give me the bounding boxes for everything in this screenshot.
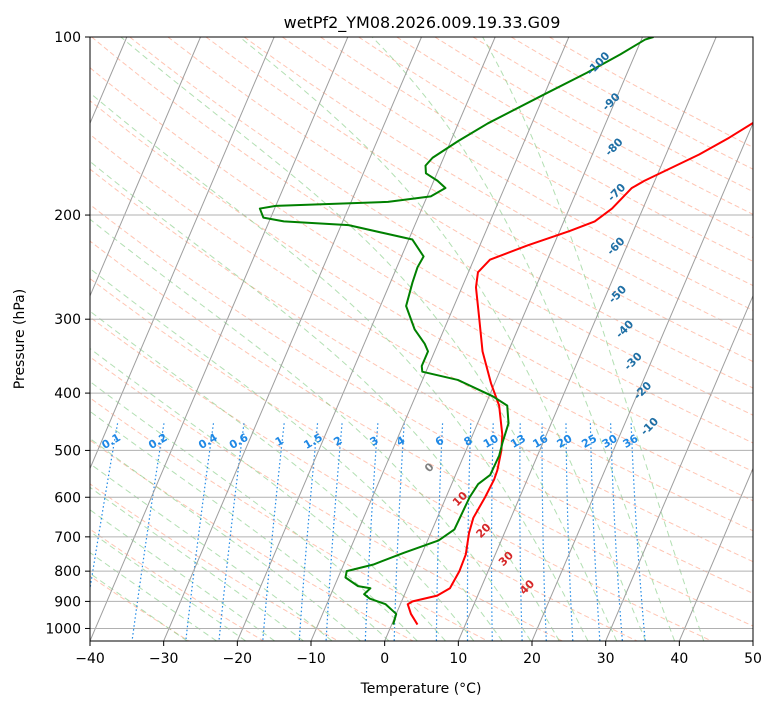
y-tick-label: 300	[54, 312, 81, 328]
x-tick-label: 0	[380, 651, 389, 667]
dry-adiabat	[90, 575, 190, 641]
moist-adiabat	[90, 267, 503, 641]
isotherm-line	[384, 37, 643, 641]
moist-adiabat	[482, 37, 705, 641]
isotherm-line	[236, 37, 496, 641]
isotherm-line	[457, 37, 717, 641]
moist-adiabat	[90, 486, 304, 641]
mixing-ratio-line	[298, 423, 319, 641]
dewpoint-trace	[258, 37, 654, 625]
dry-adiabat	[90, 133, 753, 532]
x-tick-label: −30	[149, 651, 179, 667]
mixing-ratio-line	[364, 423, 379, 641]
mixing-ratio-line	[565, 423, 574, 641]
moist-adiabat	[90, 530, 246, 641]
mixing-ratio-line	[218, 423, 245, 641]
x-tick-label: 10	[449, 651, 467, 667]
y-tick-label: 200	[54, 208, 81, 224]
x-tick-label: 40	[670, 651, 688, 667]
y-tick-label: 600	[54, 490, 81, 506]
mixing-ratio-line	[131, 423, 165, 641]
moist-adiabat	[90, 551, 217, 641]
dry-adiabat	[320, 37, 753, 287]
y-tick-label: 100	[54, 30, 81, 46]
dry-adiabat	[243, 37, 753, 337]
x-axis-label: Temperature (°C)	[360, 681, 482, 697]
mixing-ratio-line	[262, 423, 285, 641]
y-axis-label: Pressure (hPa)	[12, 289, 28, 389]
isotherm-line	[605, 294, 753, 641]
mixing-ratio-line	[90, 423, 119, 593]
isotherm-line	[90, 37, 349, 641]
moist-adiabat	[371, 37, 676, 641]
y-tick-label: 900	[54, 594, 81, 610]
mixing-ratio-line	[185, 423, 215, 641]
y-tick-label: 1000	[45, 621, 81, 637]
dry-adiabat	[90, 203, 753, 594]
moist-adiabat	[90, 310, 475, 641]
y-tick-label: 700	[54, 530, 81, 546]
x-tick-label: −40	[75, 651, 105, 667]
x-tick-label: 20	[523, 651, 541, 667]
x-tick-label: −20	[223, 651, 253, 667]
y-tick-label: 500	[54, 443, 81, 459]
mixing-ratio-line	[435, 423, 444, 641]
isotherm-line	[310, 37, 570, 641]
isotherm-line	[90, 37, 275, 470]
isotherm-line	[531, 122, 753, 641]
y-tick-label: 800	[54, 564, 81, 580]
dry-adiabat	[90, 397, 488, 641]
chart-title: wetPf2_YM08.2026.009.19.33.G09	[284, 13, 561, 33]
x-tick-label: 30	[597, 651, 615, 667]
mixing-ratio-line	[589, 423, 601, 641]
mixing-ratio-line	[610, 423, 623, 641]
moist-adiabat	[90, 218, 532, 641]
dry-adiabat	[91, 37, 753, 444]
plot-area	[90, 37, 753, 641]
y-axis: 100 200 300 400 500 600 700 800 900 1000	[45, 30, 90, 637]
temperature-trace	[406, 121, 753, 626]
y-tick-label: 400	[54, 386, 81, 402]
dry-adiabat	[90, 316, 638, 641]
dry-adiabat	[90, 100, 753, 502]
mixing-ratio-line	[325, 423, 343, 641]
dry-adiabat	[90, 277, 712, 641]
dry-adiabat	[90, 528, 264, 641]
mixing-ratio-line	[630, 423, 646, 641]
moist-adiabat	[90, 463, 333, 641]
x-axis: −40 −30 −20 −10 0 10 20 30 40 50	[75, 641, 762, 667]
moist-adiabat	[90, 509, 275, 641]
dry-adiabat	[90, 240, 753, 627]
moist-adiabat	[239, 37, 647, 641]
dry-adiabat	[205, 37, 753, 363]
moist-adiabat	[90, 410, 390, 641]
moist-adiabat	[120, 37, 618, 641]
dry-adiabat	[90, 356, 563, 641]
x-tick-label: −10	[296, 651, 326, 667]
moist-adiabat	[90, 572, 188, 641]
isotherm-line	[678, 467, 753, 641]
dry-adiabat	[90, 67, 753, 473]
axes-frame	[89, 36, 754, 642]
isotherm-line	[90, 37, 201, 298]
isotherm-line	[163, 37, 422, 641]
x-tick-label: 50	[744, 651, 762, 667]
